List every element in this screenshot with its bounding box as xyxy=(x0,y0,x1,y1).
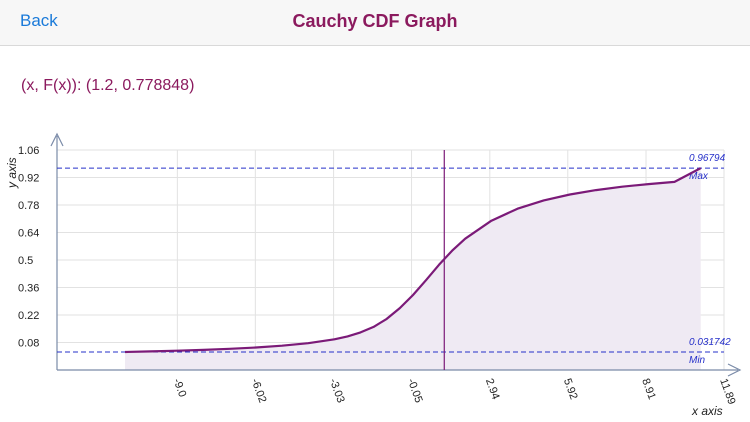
y-axis-label: y axis xyxy=(5,157,19,189)
min-label: Min xyxy=(689,355,706,366)
max-label: Max xyxy=(689,171,709,182)
x-tick-label: -3.03 xyxy=(327,377,347,405)
point-readout: (x, F(x)): (1.2, 0.778848) xyxy=(21,77,195,94)
x-tick-label: 5.92 xyxy=(561,377,580,401)
x-tick-label: 11.89 xyxy=(717,377,737,406)
y-tick-label: 0.22 xyxy=(18,310,39,322)
back-button[interactable]: Back xyxy=(20,11,58,30)
area-fill xyxy=(125,168,701,370)
page-title: Cauchy CDF Graph xyxy=(292,11,458,31)
y-tick-label: 0.5 xyxy=(18,255,33,267)
y-tick-label: 0.36 xyxy=(18,283,39,295)
x-tick-label: 8.91 xyxy=(639,377,658,401)
y-tick-label: 0.78 xyxy=(18,200,39,212)
x-axis-arrow-icon xyxy=(727,363,742,377)
x-axis-label: x axis xyxy=(691,404,723,418)
x-tick-label: -6.02 xyxy=(249,377,269,405)
y-tick-label: 0.64 xyxy=(18,228,39,240)
cdf-series-line xyxy=(124,167,702,354)
y-tick-label: 0.08 xyxy=(18,338,39,350)
x-tick-label: 2.94 xyxy=(483,377,502,401)
max-value-label: 0.96794 xyxy=(689,153,726,164)
x-tick-label: -9.0 xyxy=(171,377,189,399)
navigation-bar: Back Cauchy CDF Graph xyxy=(0,0,750,46)
x-tick-label: -0.05 xyxy=(405,377,425,405)
y-tick-label: 1.06 xyxy=(18,145,39,157)
min-value-label: 0.031742 xyxy=(689,337,731,348)
y-axis-arrow-icon xyxy=(50,132,64,147)
y-tick-label: 0.92 xyxy=(18,173,39,185)
